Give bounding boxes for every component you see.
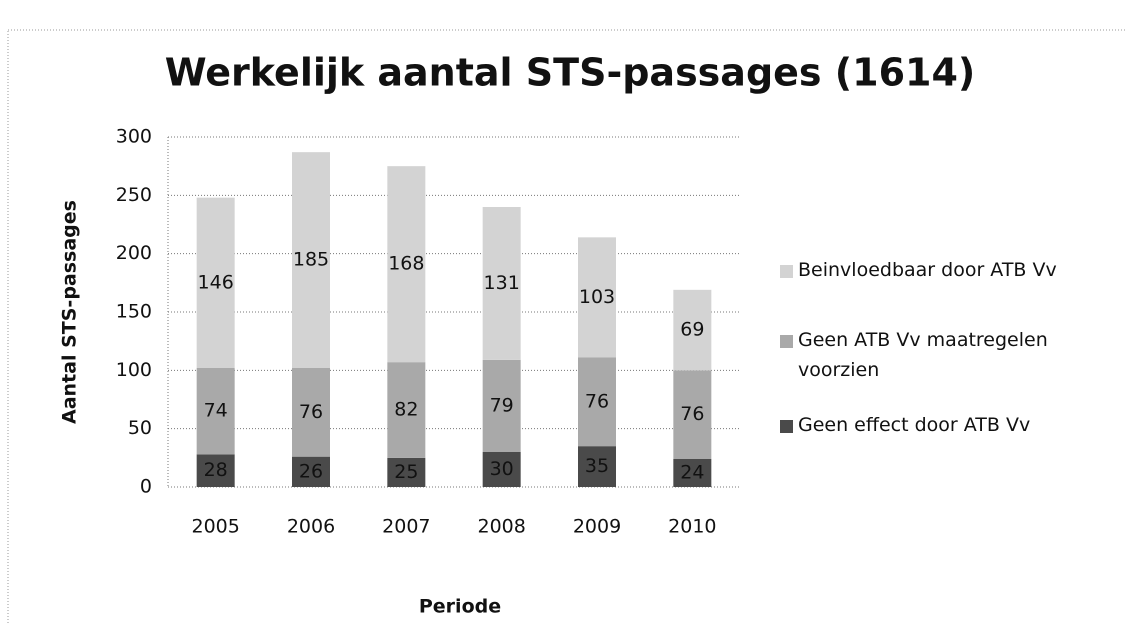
y-tick-label: 250 [116,184,152,206]
data-label: 185 [293,249,329,271]
data-label: 146 [198,271,234,293]
bar-segment [387,166,426,363]
y-tick-label: 300 [116,126,152,148]
data-label: 25 [394,461,418,483]
data-label: 82 [394,399,418,421]
bar-segment [673,370,712,459]
legend-label: Geen ATB Vv maatregelen voorzien [798,329,1048,381]
legend-swatch [780,265,793,278]
bar-segment [578,446,616,487]
y-tick-label: 100 [116,359,152,381]
data-label: 131 [484,272,520,294]
x-tick-label: 2006 [287,516,335,538]
chart-title: Werkelijk aantal STS-passages (1614) [165,51,976,95]
x-tick-label: 2008 [477,516,525,538]
data-label: 28 [204,459,228,481]
bar-segment [673,289,712,371]
data-label: 168 [388,253,424,275]
bar-segment [387,457,426,487]
y-axis-title: Aantal STS-passages [59,200,81,424]
y-tick-label: 150 [116,301,152,323]
legend-swatch [780,420,793,433]
data-label: 24 [680,462,704,484]
bar-segment [578,237,616,358]
bar-segment [482,207,521,360]
bar-segment [482,452,521,487]
bar-segment [196,368,235,455]
data-label: 30 [490,458,514,480]
bar-segment [196,454,235,487]
bar-segment [578,357,616,447]
data-label: 79 [490,394,514,416]
data-label: 76 [585,390,609,412]
legend-label: Beinvloedbaar door ATB Vv [798,259,1057,281]
data-label: 76 [680,403,704,425]
x-tick-label: 2007 [382,516,430,538]
bar-segment [673,459,712,487]
y-tick-label: 0 [140,476,152,498]
x-tick-label: 2010 [668,516,716,538]
bar-segment [387,362,426,458]
bar-segment [292,456,330,487]
data-label: 35 [585,455,609,477]
x-tick-label: 2005 [191,516,239,538]
legend-label: Geen effect door ATB Vv [798,414,1031,436]
bar-segment [292,368,330,457]
bar-segment [196,197,235,368]
y-tick-label: 200 [116,242,152,264]
x-axis-title: Periode [419,596,501,618]
data-label: 103 [579,286,615,308]
bar-segment [482,359,521,452]
x-tick-label: 2009 [573,516,621,538]
data-label: 69 [680,319,704,341]
legend-swatch [780,335,793,348]
data-label: 76 [299,401,323,423]
data-label: 26 [299,460,323,482]
y-tick-label: 50 [128,417,152,439]
chart-frame [7,29,1126,625]
bar-segment [292,152,330,368]
data-label: 74 [204,400,228,422]
